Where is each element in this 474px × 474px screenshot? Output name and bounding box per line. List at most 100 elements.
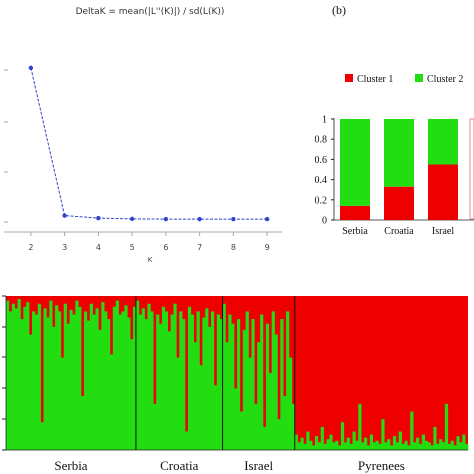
individual-bar (407, 445, 411, 450)
individual-bar (66, 323, 70, 450)
individual-bar (309, 440, 313, 450)
individual-bar (222, 303, 226, 450)
individual-bar (413, 442, 417, 450)
bar-category-label: Serbia (342, 226, 368, 237)
individual-bar (202, 317, 206, 450)
individual-bar (418, 443, 423, 450)
individual-bar (254, 403, 258, 450)
individual-bar (109, 354, 114, 450)
individual-bar (251, 319, 255, 450)
individual-bar (375, 440, 379, 450)
individual-bar (439, 439, 443, 450)
individual-bar (444, 403, 449, 450)
individual-bar (283, 396, 287, 450)
individual-bar (101, 302, 105, 450)
individual-bar (456, 436, 460, 450)
individual-bar (450, 440, 454, 450)
individual-bar (306, 431, 310, 450)
individual-bar (133, 306, 137, 450)
bar-cluster-1 (384, 186, 414, 220)
population-label: Israel (244, 458, 273, 473)
individual-bar (185, 431, 189, 450)
individual-bar (436, 443, 440, 450)
individual-bar (364, 437, 368, 450)
individual-bar (52, 326, 56, 450)
deltak-points (28, 65, 270, 222)
individual-bar (242, 329, 246, 450)
individual-bar (329, 434, 333, 450)
individual-bar (465, 443, 469, 450)
deltak-point (197, 216, 202, 222)
bar-y-tick-label: 1 (322, 115, 327, 126)
bar-cluster-2 (384, 119, 414, 187)
population-label: Serbia (54, 458, 87, 473)
legend-swatch-cluster-2 (415, 74, 423, 82)
deltak-title: DeltaK = mean(|L''(K)|) / sd(L(K)) (76, 7, 225, 17)
deltak-x-tick-label: 2 (28, 243, 33, 252)
individual-bar (332, 442, 336, 450)
individual-bar (280, 319, 284, 450)
individual-bar (190, 314, 194, 450)
structure-y-ticks (2, 295, 6, 451)
individual-bar (193, 342, 197, 450)
deltak-point (62, 213, 67, 218)
bar-y-tick-label: 0.6 (315, 155, 328, 166)
deltak-point (264, 216, 270, 222)
individual-bar (179, 311, 183, 450)
individual-bar (199, 365, 203, 450)
individual-bar (43, 308, 47, 450)
bar-cluster-1 (428, 164, 458, 220)
individual-bar (277, 419, 281, 450)
individual-bar (239, 411, 244, 450)
individual-bar (95, 308, 99, 450)
individual-bar (248, 357, 252, 450)
deltak-x-label: K (148, 256, 153, 264)
individual-bar (156, 314, 160, 450)
deltak-y-ticks (4, 69, 8, 223)
individual-bar (60, 357, 65, 450)
individual-bar (196, 311, 200, 450)
individual-bar (130, 339, 134, 450)
bar-cluster-1 (340, 205, 370, 220)
individual-bar (459, 442, 463, 450)
structure-panel: Serbia Croatia Israel Pyrenees (2, 295, 469, 473)
individual-bar (430, 445, 434, 450)
individual-bar (257, 342, 261, 450)
legend-swatch-cluster-1 (345, 74, 353, 82)
individual-bar (410, 411, 414, 450)
individual-bar (14, 308, 18, 450)
individual-bar (40, 422, 44, 450)
bar-cluster-2 (340, 119, 370, 206)
deltak-panel: DeltaK = mean(|L''(K)|) / sd(L(K)) 2 3 4 5 6… (4, 7, 282, 264)
individual-bar (288, 357, 293, 450)
individual-bar (268, 373, 272, 450)
population-label: Pyrenees (358, 458, 405, 473)
individual-bar (89, 303, 93, 450)
individual-bar (11, 303, 15, 450)
individual-bar (260, 314, 264, 450)
individual-bar (164, 311, 168, 450)
individual-bar (338, 445, 342, 450)
individual-bar (404, 440, 408, 450)
individual-bar (170, 314, 174, 450)
individual-bar (387, 439, 391, 450)
bar-y-tick-label: 0.2 (315, 195, 328, 206)
individual-bar (8, 311, 13, 450)
individual-bar (326, 439, 330, 450)
clipped-bar-edge (469, 118, 474, 220)
individual-bar (346, 437, 350, 450)
individual-bar (213, 385, 218, 450)
individual-bar (141, 308, 145, 450)
individual-bar (274, 334, 278, 450)
individual-bar (378, 443, 382, 450)
individual-bar (352, 431, 356, 450)
individual-bar (69, 309, 73, 450)
individual-bar (55, 305, 59, 450)
individual-bar (262, 426, 267, 450)
individual-bar (312, 445, 316, 450)
deltak-series-line (30, 67, 268, 220)
individual-bar (92, 314, 96, 450)
individual-bar (211, 311, 215, 450)
legend: Cluster 1 Cluster 2 (345, 74, 463, 85)
individual-bar (124, 305, 128, 450)
